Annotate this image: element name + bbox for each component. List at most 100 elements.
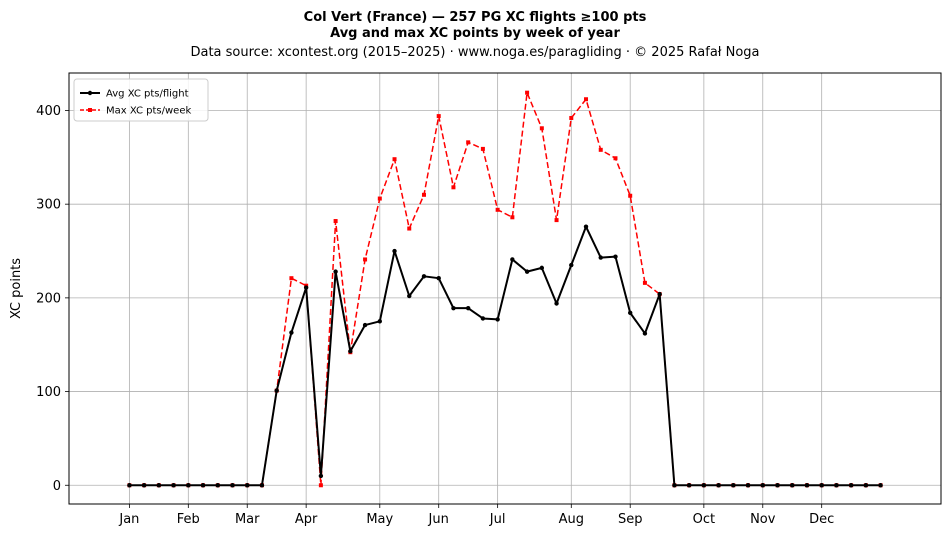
- plot-frame: [68, 72, 942, 505]
- data-point-avg: [289, 330, 294, 335]
- data-point-avg: [834, 483, 839, 488]
- y-tick-label: 300: [36, 198, 61, 213]
- data-point-max: [613, 156, 618, 161]
- data-point-max: [554, 218, 559, 223]
- data-point-max: [392, 157, 397, 162]
- data-point-avg: [510, 257, 515, 262]
- data-point-avg: [333, 269, 338, 274]
- series-layer: [127, 90, 883, 488]
- data-point-avg: [156, 483, 162, 488]
- series-line-avg: [129, 225, 881, 487]
- data-point-avg: [495, 317, 500, 322]
- data-point-max: [363, 257, 368, 262]
- data-point-avg: [760, 483, 765, 488]
- x-tick-label: Dec: [809, 512, 834, 527]
- data-point-avg: [848, 483, 854, 488]
- data-point-avg: [245, 483, 250, 488]
- data-point-avg: [259, 483, 265, 488]
- data-point-avg: [524, 269, 530, 274]
- x-tick-label: Jun: [428, 512, 449, 527]
- chart-source: Data source: xcontest.org (2015–2025) · …: [190, 45, 759, 60]
- data-point-max: [466, 140, 471, 145]
- data-point-avg: [745, 483, 751, 488]
- data-point-avg: [407, 293, 412, 299]
- data-point-max: [436, 114, 441, 119]
- y-tick-label: 0: [53, 479, 61, 494]
- legend-marker: [87, 90, 93, 96]
- chart-title: Col Vert (France) — 257 PG XC flights ≥1…: [304, 10, 647, 25]
- x-tick-label: Mar: [235, 512, 260, 527]
- x-tick-label: Feb: [177, 512, 200, 527]
- data-point-avg: [362, 322, 368, 328]
- data-point-avg: [863, 483, 869, 488]
- data-point-avg: [598, 255, 603, 260]
- data-point-max: [510, 215, 515, 220]
- data-point-avg: [465, 305, 471, 311]
- data-point-avg: [804, 483, 810, 488]
- chart-subtitle: Avg and max XC points by week of year: [330, 26, 620, 41]
- data-point-avg: [701, 483, 707, 488]
- y-axis-label: XC points: [9, 258, 24, 319]
- data-point-avg: [554, 301, 559, 306]
- data-point-max: [407, 226, 412, 231]
- data-point-avg: [628, 310, 633, 316]
- data-point-avg: [716, 483, 721, 488]
- y-tick-label: 100: [36, 385, 61, 400]
- legend: Avg XC pts/flight Max XC pts/week: [73, 78, 209, 122]
- data-point-max: [584, 97, 589, 102]
- data-point-max: [495, 207, 500, 212]
- data-point-max: [377, 196, 382, 201]
- legend-box: [73, 78, 209, 122]
- x-tick-label: Aug: [559, 512, 584, 527]
- data-point-avg: [171, 483, 176, 488]
- data-point-avg: [480, 316, 486, 321]
- data-point-avg: [642, 331, 648, 336]
- x-tick-label: Apr: [295, 512, 318, 527]
- legend-label: Avg XC pts/flight: [106, 89, 189, 100]
- axis-ticks: Jan Feb Mar Apr May Jun Jul Aug Sep Oct Nov Dec 0 100…: [36, 104, 834, 527]
- data-point-max: [480, 146, 485, 151]
- data-point-avg: [318, 473, 324, 479]
- data-point-max: [569, 115, 574, 120]
- data-point-avg: [200, 483, 206, 488]
- x-tick-label: Nov: [750, 512, 776, 527]
- data-point-avg: [657, 291, 662, 297]
- x-tick-label: Oct: [693, 512, 715, 527]
- data-point-max: [539, 126, 544, 131]
- data-point-avg: [539, 265, 545, 271]
- data-point-max: [318, 483, 323, 488]
- data-point-max: [628, 193, 633, 198]
- data-point-avg: [141, 483, 147, 488]
- data-point-avg: [303, 285, 309, 290]
- data-point-avg: [672, 483, 677, 488]
- data-point-avg: [790, 483, 795, 488]
- data-point-avg: [127, 483, 132, 488]
- data-point-avg: [569, 262, 574, 268]
- data-point-avg: [392, 248, 397, 254]
- data-point-avg: [348, 349, 353, 354]
- data-point-avg: [878, 483, 883, 488]
- y-tick-label: 200: [36, 291, 61, 306]
- data-point-max: [642, 280, 647, 285]
- data-point-avg: [775, 483, 780, 488]
- data-point-avg: [731, 483, 736, 488]
- x-tick-label: Jan: [118, 512, 139, 527]
- data-point-max: [333, 219, 338, 224]
- data-point-avg: [451, 305, 456, 311]
- data-point-avg: [613, 254, 618, 259]
- x-tick-label: Jul: [489, 512, 506, 527]
- data-point-max: [289, 276, 294, 281]
- legend-label: Max XC pts/week: [106, 106, 191, 117]
- x-tick-label: May: [366, 512, 393, 527]
- y-tick-label: 400: [36, 104, 61, 119]
- data-point-avg: [686, 483, 692, 488]
- data-point-avg: [583, 224, 589, 229]
- data-point-avg: [819, 483, 824, 488]
- data-point-max: [451, 185, 456, 190]
- data-point-avg: [274, 388, 279, 393]
- data-point-avg: [436, 275, 441, 281]
- data-point-avg: [377, 319, 382, 324]
- x-tick-label: Sep: [618, 512, 643, 527]
- data-point-avg: [186, 483, 191, 488]
